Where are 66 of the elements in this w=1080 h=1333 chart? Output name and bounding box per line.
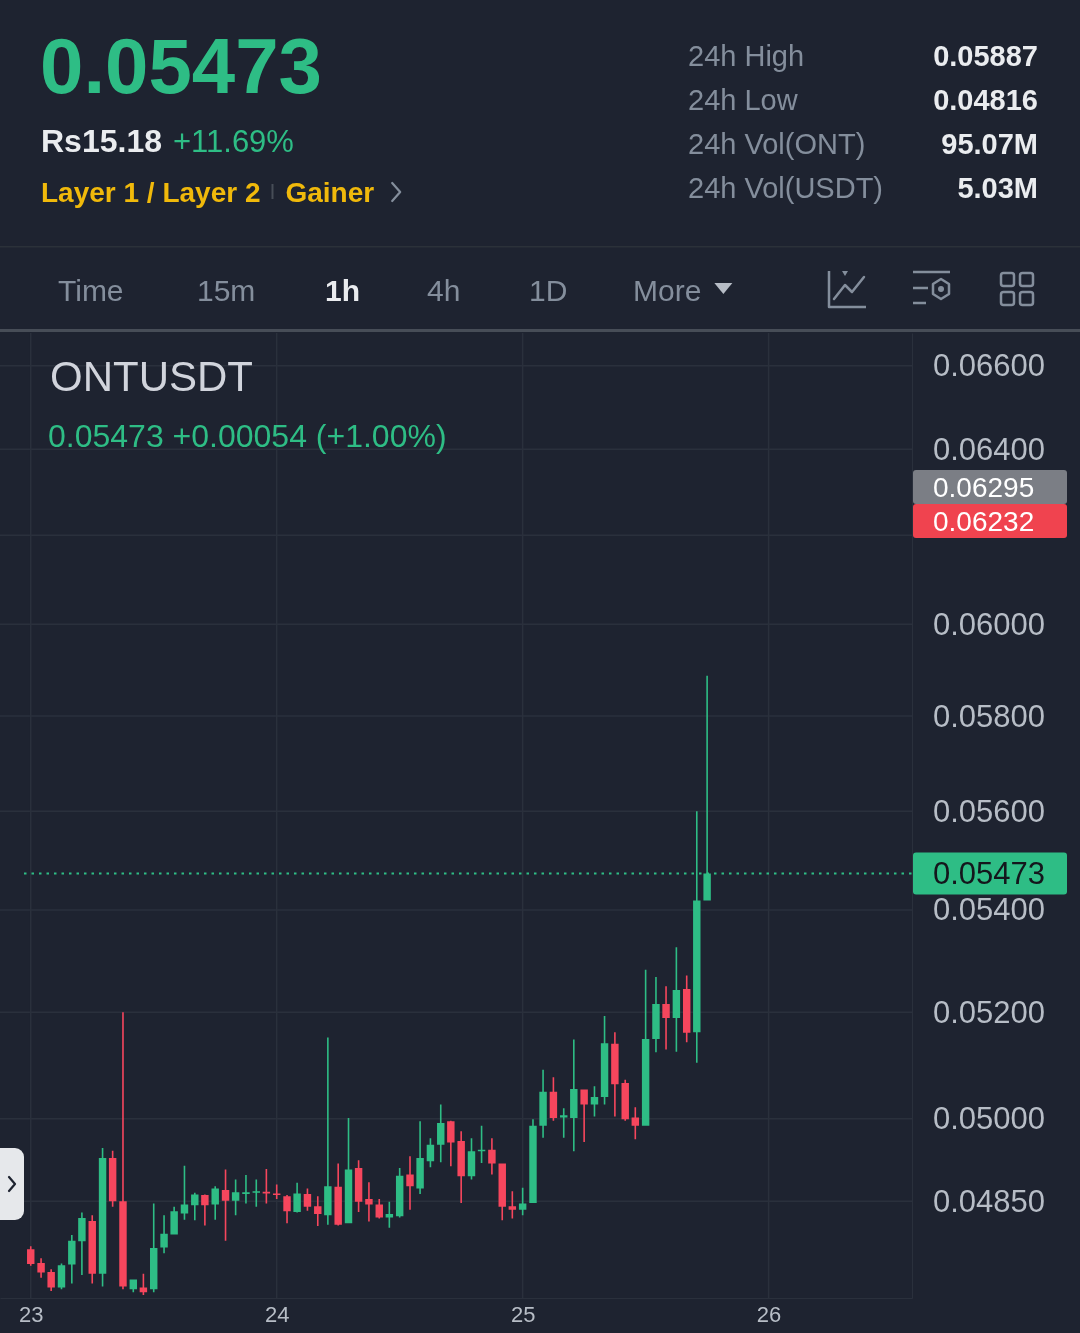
x-tick-label: 23 [19, 1301, 44, 1327]
candlestick [539, 1069, 547, 1138]
candlestick [652, 977, 660, 1053]
candlestick [242, 1175, 250, 1204]
candlestick [314, 1196, 322, 1226]
y-tick-label: 0.05400 [933, 892, 1046, 928]
candlestick [283, 1195, 291, 1224]
text: 24h High [688, 40, 805, 72]
y-tick-label: 0.05000 [933, 1101, 1046, 1137]
candlestick [365, 1182, 373, 1222]
candlestick [191, 1192, 199, 1221]
text: Gainer [285, 177, 375, 208]
y-tick-label: 0.06600 [933, 348, 1046, 384]
candlestick [252, 1179, 260, 1207]
candlestick [560, 1108, 568, 1138]
text: 4h [427, 274, 461, 307]
x-tick-label: 25 [510, 1301, 536, 1327]
text: 0.05473 [40, 22, 322, 110]
candlestick [211, 1186, 219, 1220]
candlestick [78, 1212, 86, 1275]
candlestick [37, 1258, 45, 1278]
ref-line-label: 0.05473 [933, 856, 1046, 892]
candlestick [580, 1089, 588, 1143]
y-tick-label: 0.06000 [933, 606, 1046, 642]
text: +11.69% [172, 124, 294, 159]
candlestick [201, 1194, 209, 1226]
y-tick-label: 0.05200 [933, 994, 1046, 1030]
candlestick [68, 1234, 76, 1284]
candlestick [447, 1120, 455, 1167]
candlestick [119, 1012, 127, 1290]
text: ONTUSDT [50, 353, 253, 400]
candlestick [160, 1215, 168, 1254]
y-tick-label: 0.05800 [933, 698, 1046, 734]
text: 24h Vol(ONT) [688, 128, 866, 160]
candlestick [570, 1039, 578, 1152]
x-tick-label: 26 [756, 1301, 782, 1327]
candlestick [457, 1131, 465, 1203]
candlestick [406, 1156, 414, 1210]
text: Layer 1 / Layer 2 [41, 177, 261, 208]
text: 24h Vol(USDT) [688, 172, 884, 204]
text: 95.07M [941, 128, 1038, 160]
candlestick [416, 1121, 424, 1194]
text: 24h Low [688, 84, 799, 116]
candlestick [293, 1182, 301, 1213]
text: 0.04816 [933, 84, 1038, 116]
candlestick [488, 1138, 496, 1175]
text: 5.03M [957, 172, 1038, 204]
candlestick [662, 986, 670, 1050]
candlestick [324, 1037, 332, 1225]
y-tick-label: 0.06400 [933, 431, 1046, 467]
text: Rs15.18 [41, 123, 162, 159]
y-tick-label: 0.04850 [933, 1183, 1046, 1219]
candlestick [47, 1269, 55, 1292]
text: 1D [529, 274, 568, 307]
text: Time [58, 274, 124, 307]
text: 0.05473 +0.00054 (+1.00%) [48, 418, 447, 454]
y-tick-label: 0.05600 [933, 793, 1046, 829]
text: 0.05887 [933, 40, 1038, 72]
text: More [633, 274, 702, 307]
text: 0.06232 [933, 506, 1035, 537]
text: 15m [197, 274, 256, 307]
x-tick-label: 24 [264, 1301, 290, 1327]
text: 1h [325, 274, 361, 307]
text: 0.06295 [933, 472, 1035, 503]
candlestick [334, 1163, 342, 1226]
candlestick [611, 1032, 619, 1117]
